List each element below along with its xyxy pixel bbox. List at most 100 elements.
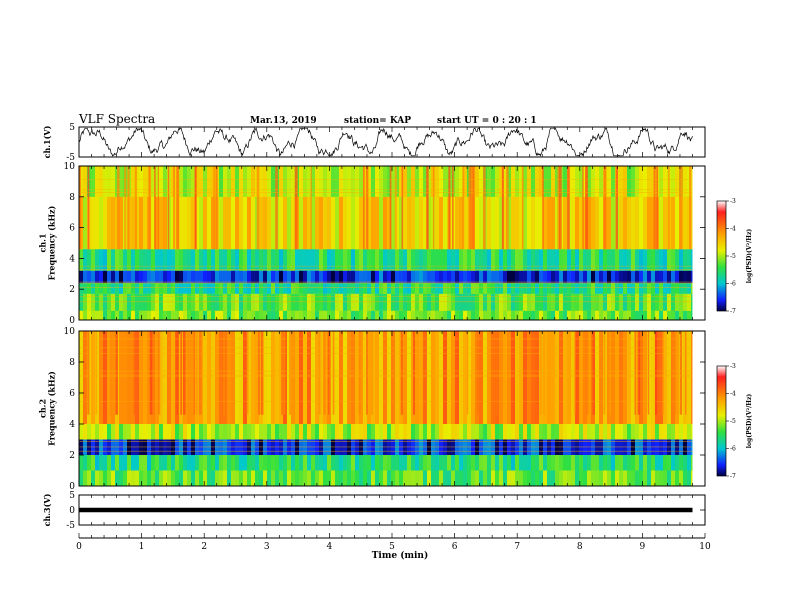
spectrogram-cell <box>667 249 671 271</box>
spectrogram-cell <box>427 331 431 424</box>
spectrogram-cell <box>159 439 163 455</box>
spectrogram-cell <box>143 439 147 455</box>
spectrogram-cell <box>567 270 571 284</box>
spectrogram-cell <box>247 283 251 294</box>
spectrogram-cell <box>679 310 683 320</box>
spectrogram-cell <box>91 270 95 284</box>
spectrogram-cell <box>291 283 295 294</box>
spectrogram-cell <box>527 455 531 471</box>
colorbar-tick-label: -6 <box>730 446 736 453</box>
spectrogram-cell <box>383 249 387 271</box>
spectrogram-cell <box>551 249 555 271</box>
spectrogram-cell <box>411 293 415 311</box>
spectrogram-cell <box>107 196 111 250</box>
spectrogram-cell <box>347 455 351 471</box>
spectrogram-cell <box>395 439 399 455</box>
spectrogram-cell <box>479 196 483 250</box>
spectrogram-cell <box>599 331 603 424</box>
spectrogram-cell <box>623 249 627 271</box>
spectrogram-cell <box>575 470 579 486</box>
spectrogram-cell <box>691 424 693 440</box>
spectrogram-cell <box>547 455 551 471</box>
spectrogram-cell <box>143 331 147 424</box>
spectrogram-cell <box>335 283 339 294</box>
spectrogram-cell <box>259 196 263 250</box>
spectrogram-cell <box>427 310 431 320</box>
spectrogram-cell <box>203 424 207 440</box>
spectrogram-cell <box>363 196 367 250</box>
spectrogram-streak <box>493 331 496 415</box>
spectrogram-cell <box>511 310 515 320</box>
spectrogram-cell <box>355 470 359 486</box>
spectrogram-cell <box>267 196 271 250</box>
spectrogram-cell <box>595 439 599 455</box>
spectrogram-cell <box>363 310 367 320</box>
spectrogram-cell <box>419 310 423 320</box>
spectrogram-cell <box>411 310 415 320</box>
spectrogram-cell <box>635 293 639 311</box>
spectrogram-cell <box>531 196 535 250</box>
spectrogram-cell <box>283 310 287 320</box>
spectrogram-cell <box>507 470 511 486</box>
spectrogram-cell <box>623 293 627 311</box>
spectrogram-cell <box>475 424 479 440</box>
spectrogram-cell <box>359 424 363 440</box>
spectrogram-cell <box>627 470 631 486</box>
spectrogram-cell <box>135 166 139 197</box>
spectrogram-cell <box>419 424 423 440</box>
spectrogram-cell <box>391 293 395 311</box>
spectrogram-cell <box>227 331 231 424</box>
spectrogram-cell <box>447 283 451 294</box>
spectrogram-cell <box>679 270 683 284</box>
spectrogram-cell <box>407 196 411 250</box>
spectrogram-cell <box>131 455 135 471</box>
spectrogram-cell <box>127 293 131 311</box>
spectrogram-cell <box>447 439 451 455</box>
spectrogram-cell <box>307 270 311 284</box>
spectrogram-cell <box>635 439 639 455</box>
spectrogram-cell <box>343 293 347 311</box>
spectrogram-streak <box>684 331 687 415</box>
spectrogram-cell <box>467 331 471 424</box>
spectrogram-cell <box>519 270 523 284</box>
spectrogram-cell <box>499 283 503 294</box>
spectrogram-cell <box>307 166 311 197</box>
spectrogram-cell <box>295 270 299 284</box>
spectrogram-cell <box>151 424 155 440</box>
spectrogram-cell <box>503 196 507 250</box>
spectrogram-cell <box>467 270 471 284</box>
spectrogram-cell <box>335 455 339 471</box>
spectrogram-cell <box>559 424 563 440</box>
spectrogram-cell <box>647 283 651 294</box>
spectrogram-cell <box>627 283 631 294</box>
spectrogram-cell <box>671 470 675 486</box>
spectrogram-cell <box>127 270 131 284</box>
spectrogram-cell <box>247 331 251 424</box>
spectrogram-cell <box>531 455 535 471</box>
spectrogram-cell <box>467 283 471 294</box>
spectrogram-cell <box>107 283 111 294</box>
spectrogram-cell <box>179 310 183 320</box>
spectrogram-cell <box>639 270 643 284</box>
spectrogram-cell <box>263 283 267 294</box>
spectrogram-cell <box>651 249 655 271</box>
spectrogram-cell <box>487 439 491 455</box>
spectrogram-cell <box>275 439 279 455</box>
spectrogram-cell <box>119 455 123 471</box>
spectrogram-cell <box>351 293 355 311</box>
spectrogram-cell <box>519 310 523 320</box>
spectrogram-streak <box>426 166 428 250</box>
spectrogram-cell <box>239 424 243 440</box>
spectrogram-cell <box>91 249 95 271</box>
spectrogram-streak <box>389 166 392 250</box>
x-tick-label: 10 <box>699 542 711 552</box>
spectrogram-cell <box>83 196 87 250</box>
spectrogram-cell <box>375 439 379 455</box>
spectrogram-cell <box>495 166 499 197</box>
spectrogram-cell <box>667 270 671 284</box>
spectrogram-cell <box>551 331 555 424</box>
spectrogram-cell <box>343 439 347 455</box>
spectrogram-cell <box>639 331 643 424</box>
spectrogram-cell <box>655 455 659 471</box>
